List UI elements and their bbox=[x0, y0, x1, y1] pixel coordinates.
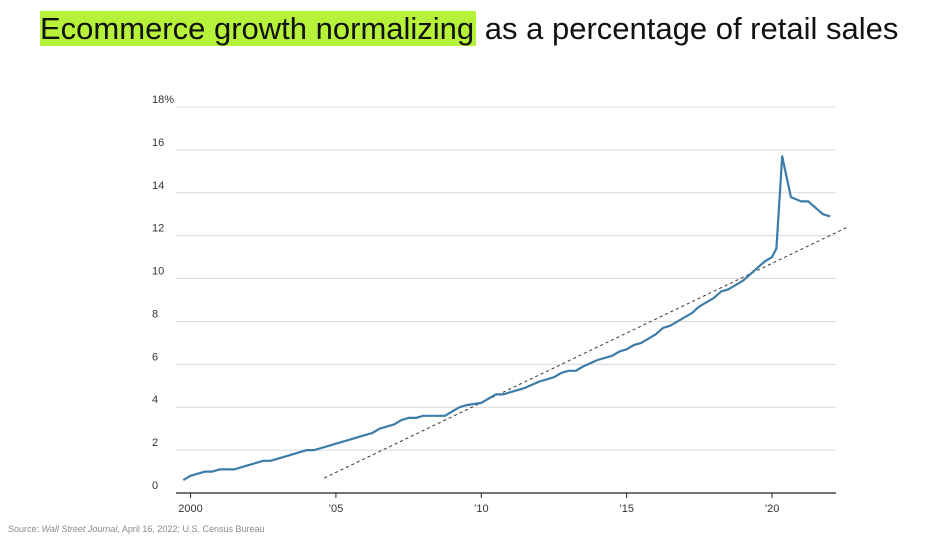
title-rest: as a percentage of retail sales bbox=[476, 11, 899, 46]
y-tick-label-7: 14 bbox=[152, 180, 164, 192]
y-tick-label-9: 18% bbox=[152, 94, 174, 106]
x-axis: 2000 ’05 ’10 ’15 ’20 bbox=[176, 492, 836, 515]
trendline-group bbox=[324, 226, 848, 479]
y-tick-label-5: 10 bbox=[152, 266, 164, 278]
source-details: April 16, 2022; U.S. Census Bureau bbox=[119, 524, 265, 534]
x-tick-label-3: ’15 bbox=[619, 503, 634, 515]
y-axis-labels: 0 2 4 6 8 10 12 14 16 18% bbox=[152, 94, 174, 492]
y-tick-label-3: 6 bbox=[152, 351, 158, 363]
chart-title: Ecommerce growth normalizing as a percen… bbox=[40, 8, 898, 50]
y-tick-label-4: 8 bbox=[152, 308, 158, 320]
gridlines bbox=[176, 106, 836, 451]
source-publication: Wall Street Journal, bbox=[41, 524, 120, 534]
trendline bbox=[324, 226, 848, 479]
y-tick-label-6: 12 bbox=[152, 223, 164, 235]
title-highlight: Ecommerce growth normalizing bbox=[40, 11, 477, 46]
source-prefix: Source: bbox=[8, 524, 42, 534]
series-group bbox=[182, 155, 831, 482]
y-tick-label-0: 0 bbox=[152, 480, 158, 492]
y-tick-label-8: 16 bbox=[152, 137, 164, 149]
y-tick-label-2: 4 bbox=[152, 394, 158, 406]
y-tick-label-1: 2 bbox=[152, 437, 158, 449]
series-line-0 bbox=[182, 155, 831, 482]
x-tick-label-2: ’10 bbox=[474, 503, 489, 515]
x-tick-label-1: ’05 bbox=[329, 503, 344, 515]
x-tick-label-4: ’20 bbox=[765, 503, 780, 515]
source-note: Source: Wall Street Journal, April 16, 2… bbox=[8, 524, 265, 534]
x-tick-label-0: 2000 bbox=[178, 503, 202, 515]
